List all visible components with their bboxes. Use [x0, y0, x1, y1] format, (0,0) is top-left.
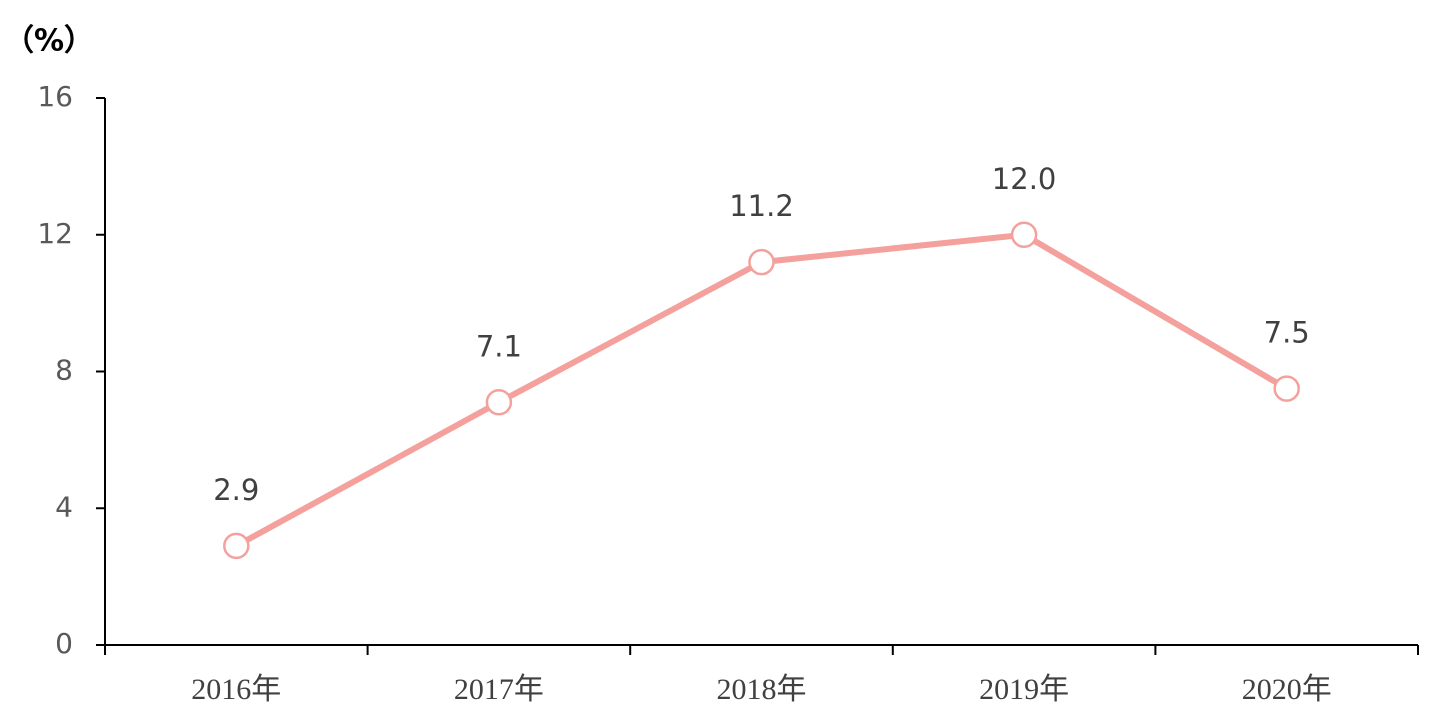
data-label: 7.5	[1264, 316, 1310, 350]
marker	[748, 248, 775, 276]
marker	[485, 389, 513, 416]
y-tick-label: 8	[55, 354, 73, 387]
data-label: 7.1	[476, 329, 522, 363]
marker	[223, 532, 250, 560]
y-tick-label: 12	[37, 217, 73, 250]
x-tick-label: 2017年	[454, 673, 544, 706]
marker	[1010, 221, 1038, 248]
data-label: 12.0	[992, 162, 1057, 196]
marker	[1273, 375, 1300, 402]
y-tick-label: 4	[55, 490, 73, 523]
data-label: 11.2	[729, 189, 794, 223]
x-tick-label: 2020年	[1242, 673, 1332, 706]
x-tick-label: 2018年	[717, 673, 807, 706]
y-tick-label: 16	[37, 80, 73, 113]
x-tick-label: 2016年	[191, 673, 281, 706]
data-label: 2.9	[213, 473, 259, 507]
x-tick-label: 2019年	[979, 673, 1069, 706]
y-axis-label: （%）	[4, 24, 94, 59]
y-tick-label: 0	[55, 627, 73, 660]
line	[234, 231, 1289, 549]
